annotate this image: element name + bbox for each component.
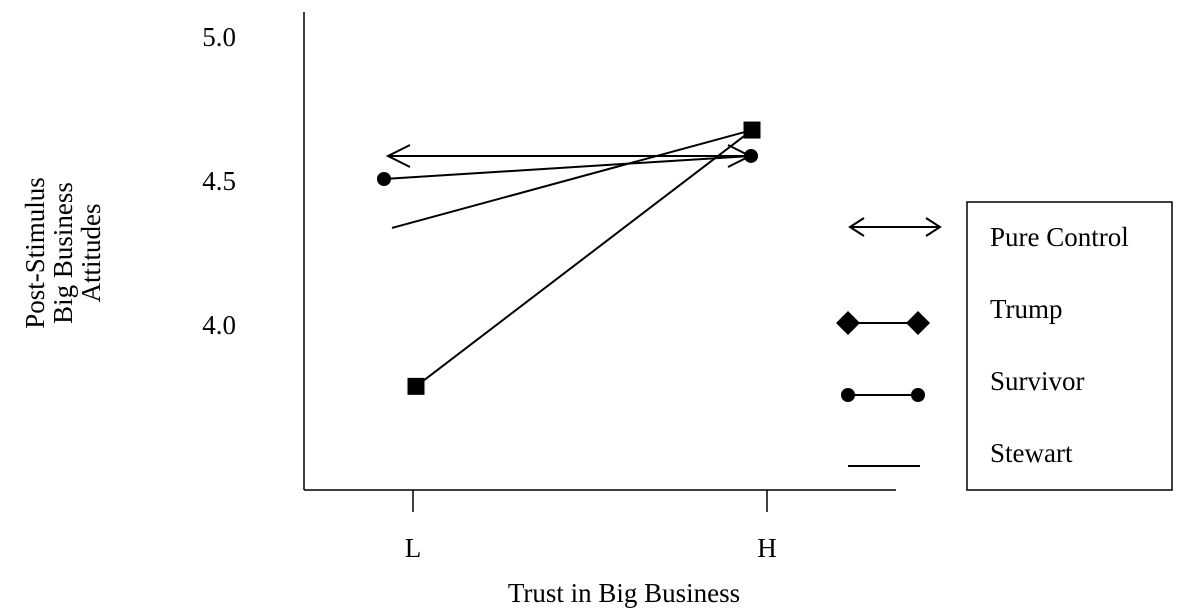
y-tick-label: 4.5 — [202, 166, 236, 196]
y-tick-label: 4.0 — [202, 310, 236, 340]
legend-symbol-diamond-line — [836, 311, 930, 335]
point-trump-L — [407, 377, 425, 395]
point-survivor-H — [744, 148, 758, 163]
x-tick-label: H — [757, 533, 777, 563]
y-axis-title-line-2: Big Business — [48, 182, 78, 324]
legend-symbol-circle-line — [841, 388, 925, 402]
x-axis-title: Trust in Big Business — [508, 578, 740, 608]
y-tick-label: 5.0 — [202, 22, 236, 52]
arrowhead-pure-control-L — [385, 144, 411, 168]
series-line-survivor — [383, 154, 752, 180]
legend-label-stewart: Stewart — [990, 438, 1073, 468]
legend-box — [966, 201, 1173, 491]
legend-label-pure-control: Pure Control — [990, 222, 1129, 252]
legend-label-survivor: Survivor — [990, 366, 1085, 396]
legend-symbol-double-arrow — [848, 217, 942, 237]
y-axis-title-line-3: Attitudes — [76, 204, 106, 303]
series-layer — [377, 121, 761, 395]
legend-label-trump: Trump — [990, 294, 1063, 324]
series-line-trump — [415, 129, 753, 388]
x-tick-label: L — [405, 533, 422, 563]
point-survivor-L — [377, 172, 391, 186]
tick-clip-mask — [180, 491, 250, 521]
series-line-stewart — [391, 129, 753, 229]
y-axis-title-line-1: Post-Stimulus — [20, 177, 50, 329]
